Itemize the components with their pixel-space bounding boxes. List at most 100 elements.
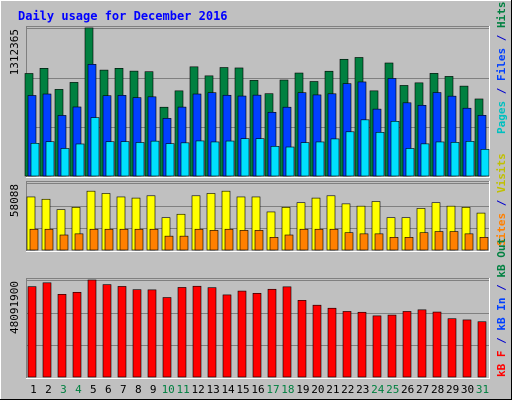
legend-entry: Visits: [495, 153, 508, 193]
bar-kbytes-kb-f-day-9: [147, 289, 157, 378]
bar-visits-sites-sites-day-5: [89, 228, 99, 251]
bar-visits-sites-sites-day-13: [209, 230, 219, 251]
day-label-15: 15: [236, 383, 249, 396]
bar-kbytes-kb-f-day-13: [207, 287, 217, 378]
bar-kbytes-kb-f-day-19: [297, 300, 307, 378]
bar-visits-sites-sites-day-29: [449, 231, 459, 251]
day-label-25: 25: [386, 383, 399, 396]
bar-hits-files-pages-pages-day-5: [90, 117, 100, 177]
legend-entry: /: [495, 81, 508, 101]
bar-hits-files-pages-pages-day-23: [360, 119, 370, 177]
legend-entry: /: [495, 193, 508, 213]
day-label-18: 18: [281, 383, 294, 396]
bar-hits-files-pages-pages-day-14: [225, 140, 235, 177]
day-label-3: 3: [60, 383, 67, 396]
bar-hits-files-pages-pages-day-25: [390, 121, 400, 177]
bar-kbytes-kb-f-day-17: [267, 288, 277, 378]
bar-kbytes-kb-f-day-8: [132, 289, 142, 378]
bar-visits-sites-sites-day-9: [149, 228, 159, 251]
day-label-11: 11: [177, 383, 190, 396]
bar-visits-sites-sites-day-21: [329, 228, 339, 251]
day-label-22: 22: [341, 383, 354, 396]
bar-kbytes-kb-f-day-3: [57, 294, 67, 378]
bar-kbytes-kb-f-day-28: [432, 311, 442, 378]
legend-entry: Hits: [495, 2, 508, 29]
bar-visits-sites-sites-day-18: [284, 234, 294, 251]
day-label-21: 21: [326, 383, 339, 396]
day-label-20: 20: [311, 383, 324, 396]
bar-hits-files-pages-pages-day-22: [345, 131, 355, 177]
bar-visits-sites-sites-day-3: [59, 234, 69, 251]
bar-hits-files-pages-pages-day-21: [330, 138, 340, 177]
day-label-10: 10: [162, 383, 175, 396]
day-label-17: 17: [266, 383, 279, 396]
bar-visits-sites-sites-day-8: [134, 228, 144, 251]
day-label-7: 7: [120, 383, 127, 396]
bar-hits-files-pages-pages-day-9: [150, 140, 160, 177]
panel-kbytes-ymax-label: 48091900: [8, 281, 21, 334]
bar-kbytes-kb-f-day-23: [357, 311, 367, 378]
bar-kbytes-kb-f-day-2: [42, 282, 52, 378]
day-label-23: 23: [356, 383, 369, 396]
legend-2: Sites / Visits: [495, 153, 508, 246]
day-label-4: 4: [75, 383, 82, 396]
bar-visits-sites-sites-day-6: [104, 228, 114, 251]
day-label-31: 31: [476, 383, 489, 396]
bar-visits-sites-sites-day-11: [179, 235, 189, 251]
bar-kbytes-kb-f-day-31: [477, 321, 487, 378]
bar-visits-sites-sites-day-25: [389, 237, 399, 251]
day-label-6: 6: [105, 383, 112, 396]
bar-hits-files-pages-pages-day-12: [195, 140, 205, 177]
bar-kbytes-kb-f-day-25: [387, 314, 397, 378]
bar-hits-files-pages-pages-day-27: [420, 143, 430, 177]
bar-visits-sites-sites-day-2: [44, 228, 54, 251]
bar-hits-files-pages-pages-day-15: [240, 138, 250, 177]
bar-visits-sites-sites-day-23: [359, 233, 369, 251]
bar-hits-files-pages-pages-day-3: [60, 148, 70, 177]
bar-hits-files-pages-pages-day-30: [465, 141, 475, 177]
bar-kbytes-kb-f-day-30: [462, 319, 472, 378]
bar-hits-files-pages-pages-day-2: [45, 141, 55, 177]
legend-entry: Pages: [495, 101, 508, 134]
bar-kbytes-kb-f-day-21: [327, 307, 337, 378]
day-label-1: 1: [30, 383, 37, 396]
bar-hits-files-pages-pages-day-18: [285, 146, 295, 177]
bar-hits-files-pages-pages-day-10: [165, 143, 175, 177]
bar-kbytes-kb-f-day-7: [117, 286, 127, 378]
bar-hits-files-pages-pages-day-11: [180, 142, 190, 177]
bar-hits-files-pages-pages-day-4: [75, 143, 85, 177]
legend-entry: kB In: [495, 298, 508, 331]
bar-kbytes-kb-f-day-20: [312, 304, 322, 378]
bar-visits-sites-sites-day-14: [224, 228, 234, 251]
day-label-5: 5: [90, 383, 97, 396]
bar-kbytes-kb-f-day-11: [177, 287, 187, 378]
bar-visits-sites-sites-day-28: [434, 231, 444, 251]
bar-kbytes-kb-f-day-18: [282, 286, 292, 378]
bar-visits-sites-sites-day-20: [314, 228, 324, 251]
chart-title: Daily usage for December 2016: [18, 9, 228, 23]
day-label-2: 2: [45, 383, 52, 396]
bar-hits-files-pages-pages-day-29: [450, 142, 460, 177]
day-label-19: 19: [296, 383, 309, 396]
bar-visits-sites-sites-day-16: [254, 230, 264, 251]
bar-hits-files-pages-pages-day-19: [300, 142, 310, 177]
bar-hits-files-pages-pages-day-24: [375, 132, 385, 177]
legend-entry: kB Out: [495, 238, 508, 278]
legend-entry: /: [495, 331, 508, 351]
day-label-8: 8: [135, 383, 142, 396]
bar-kbytes-kb-f-day-24: [372, 315, 382, 378]
legend-entry: /: [495, 278, 508, 298]
bar-hits-files-pages-pages-day-17: [270, 146, 280, 177]
bar-kbytes-kb-f-day-6: [102, 284, 112, 378]
bar-kbytes-kb-f-day-22: [342, 311, 352, 378]
legend-entry: /: [495, 28, 508, 48]
bar-hits-files-pages-pages-day-28: [435, 141, 445, 177]
day-label-30: 30: [461, 383, 474, 396]
bar-kbytes-kb-f-day-29: [447, 318, 457, 378]
day-label-16: 16: [251, 383, 264, 396]
bar-visits-sites-sites-day-15: [239, 230, 249, 251]
day-label-27: 27: [416, 383, 429, 396]
bar-visits-sites-sites-day-26: [404, 237, 414, 251]
bar-kbytes-kb-f-day-12: [192, 285, 202, 378]
